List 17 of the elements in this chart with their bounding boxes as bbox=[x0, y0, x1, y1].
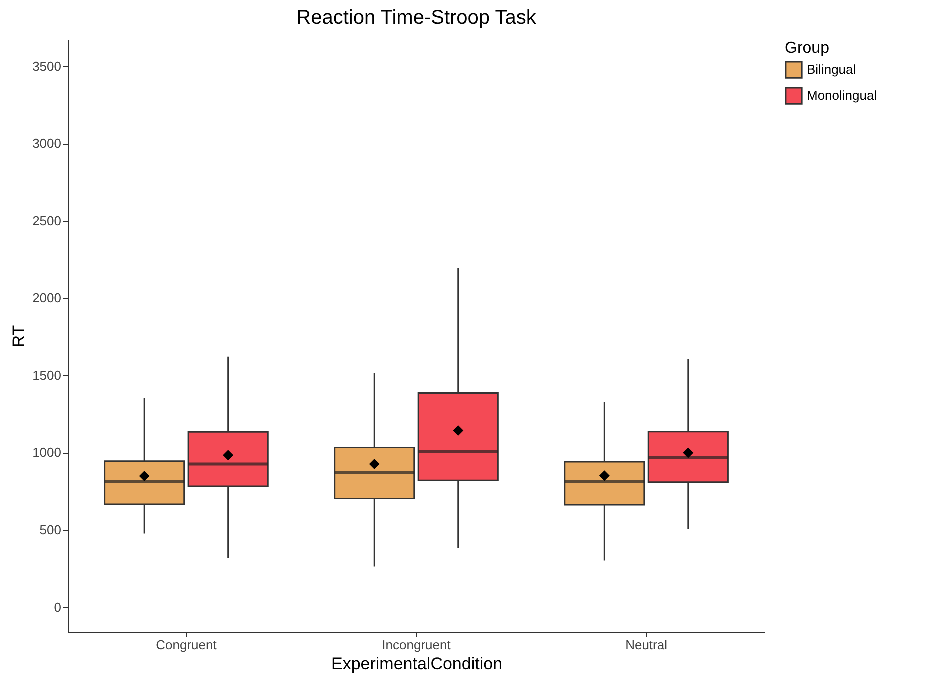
y-tick-label: 1500 bbox=[32, 368, 62, 383]
chart-title: Reaction Time-Stroop Task bbox=[296, 7, 538, 29]
legend-label: Bilingual bbox=[807, 62, 856, 77]
y-tick-label: 2500 bbox=[32, 213, 62, 228]
x-axis-title: ExperimentalCondition bbox=[331, 654, 503, 674]
y-tick-label: 3000 bbox=[32, 136, 62, 152]
legend-title: Group bbox=[785, 40, 830, 57]
y-tick-label: 3500 bbox=[32, 58, 62, 74]
y-tick-label: 1000 bbox=[32, 445, 62, 460]
y-tick-label: 0 bbox=[54, 600, 62, 615]
y-tick-label: 500 bbox=[40, 522, 62, 538]
x-tick-label: Neutral bbox=[626, 638, 668, 652]
y-tick-label: 2000 bbox=[32, 290, 62, 306]
x-tick-label: Incongruent bbox=[382, 638, 452, 652]
y-axis-title: RT bbox=[10, 325, 29, 348]
x-tick-label: Congruent bbox=[156, 638, 218, 652]
legend-label: Monolingual bbox=[807, 88, 878, 103]
